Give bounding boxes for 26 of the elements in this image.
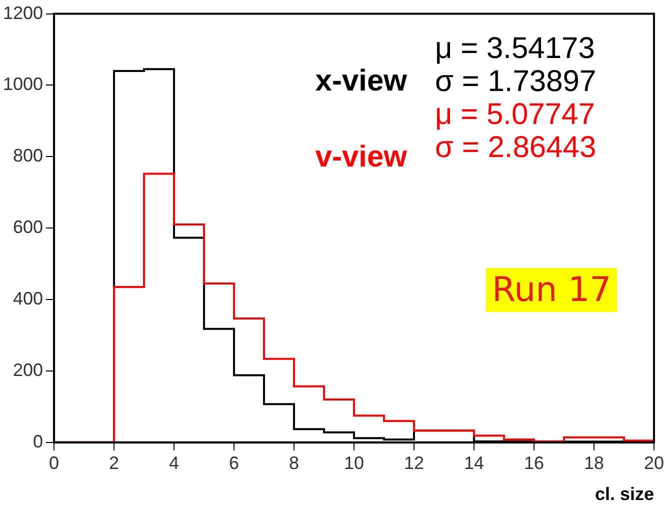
annotation: σ = 2.86443 — [435, 131, 596, 164]
x-tick-label: 2 — [109, 453, 120, 474]
y-tick-label: 1200 — [2, 2, 44, 23]
annotation: μ = 3.54173 — [435, 32, 596, 65]
y-tick-label: 400 — [12, 288, 44, 308]
y-tick-label: 0 — [33, 431, 44, 452]
annotation: σ = 1.73897 — [435, 65, 596, 98]
x-tick-label: 14 — [464, 453, 484, 474]
x-tick-label: 6 — [229, 453, 240, 474]
x-tick-label: 10 — [344, 453, 364, 474]
text: x-view — [315, 64, 408, 98]
x-tick-label: 20 — [644, 453, 664, 474]
annotation: μ = 5.07747 — [435, 98, 596, 131]
y-tick-label: 200 — [12, 360, 44, 380]
x-tick-label: 4 — [169, 453, 180, 474]
x-tick-label: 12 — [404, 453, 424, 474]
y-tick-label: 600 — [12, 217, 44, 238]
annotation: Run 17 — [486, 268, 618, 312]
x-tick-label: 18 — [584, 453, 604, 474]
x-tick-label: 16 — [524, 453, 544, 474]
y-tick-label: 800 — [12, 146, 44, 166]
y-tick-label: 1000 — [2, 74, 44, 94]
x-axis-title: cl. size — [594, 484, 654, 504]
x-tick-label: 0 — [49, 453, 60, 474]
text: v-view — [315, 140, 408, 174]
x-tick-label: 8 — [289, 453, 300, 474]
